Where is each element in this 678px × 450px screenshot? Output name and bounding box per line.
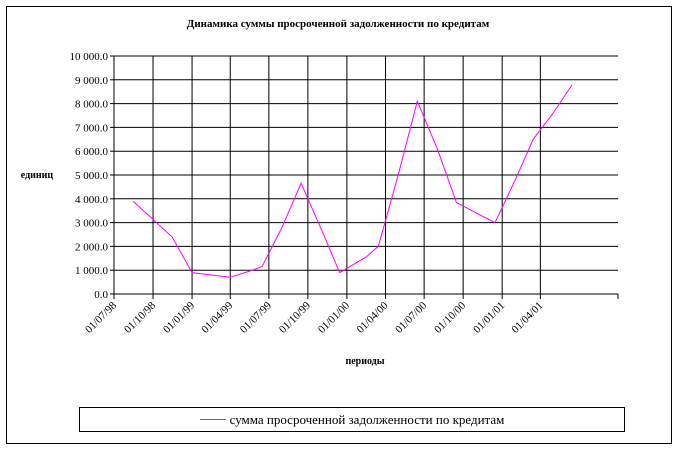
y-tick-labels: 0.0 1 000.0 2 000.0 3 000.0 4 000.0 5 000.0 6 … bbox=[70, 51, 109, 301]
x-tick-label: 01/04/99 bbox=[199, 299, 235, 335]
y-tick-label: 9 000.0 bbox=[75, 75, 109, 87]
y-tick-label: 5 000.0 bbox=[75, 170, 109, 182]
x-tick-label: 01/10/98 bbox=[122, 299, 158, 335]
legend-label: сумма просроченной задолженности по кред… bbox=[229, 411, 505, 427]
x-tick-label: 01/01/99 bbox=[161, 299, 197, 335]
y-tick-label: 4 000.0 bbox=[75, 194, 109, 206]
x-tick-labels: 01/07/98 01/10/98 01/01/99 01/04/99 01/07/99… bbox=[83, 299, 546, 335]
x-axis-label: периоды bbox=[345, 356, 384, 367]
x-tick-label: 01/01/00 bbox=[316, 299, 352, 335]
y-tick-label: 6 000.0 bbox=[75, 146, 109, 158]
x-tick-label: 01/07/00 bbox=[393, 299, 429, 335]
x-tick-label: 01/07/99 bbox=[238, 299, 274, 335]
chart-title: Динамика суммы просроченной задолженност… bbox=[187, 18, 490, 30]
axes bbox=[110, 55, 619, 299]
y-axis-label: единиц bbox=[21, 170, 54, 181]
y-tick-label: 7 000.0 bbox=[75, 122, 109, 134]
x-tick-label: 01/04/00 bbox=[354, 299, 390, 335]
x-tick-label: 01/04/01 bbox=[509, 300, 545, 336]
y-tick-label: 8 000.0 bbox=[75, 99, 109, 111]
y-tick-label: 2 000.0 bbox=[75, 241, 109, 253]
series-line bbox=[132, 84, 573, 278]
legend-swatch bbox=[199, 419, 226, 420]
series-layer bbox=[132, 84, 573, 278]
line-chart: Динамика суммы просроченной задолженност… bbox=[21, 18, 619, 367]
x-tick-label: 01/10/99 bbox=[277, 299, 313, 335]
y-tick-label: 1 000.0 bbox=[75, 265, 109, 277]
legend: сумма просроченной задолженности по кред… bbox=[79, 407, 625, 432]
x-tick-label: 01/01/01 bbox=[471, 300, 507, 336]
chart-frame: Динамика суммы просроченной задолженност… bbox=[6, 6, 672, 444]
x-tick-label: 01/07/98 bbox=[83, 299, 119, 335]
y-tick-label: 10 000.0 bbox=[70, 51, 109, 63]
y-tick-label: 0.0 bbox=[94, 289, 108, 301]
grid-lines bbox=[114, 55, 618, 294]
y-tick-label: 3 000.0 bbox=[75, 218, 109, 230]
x-tick-label: 01/10/00 bbox=[432, 299, 468, 335]
